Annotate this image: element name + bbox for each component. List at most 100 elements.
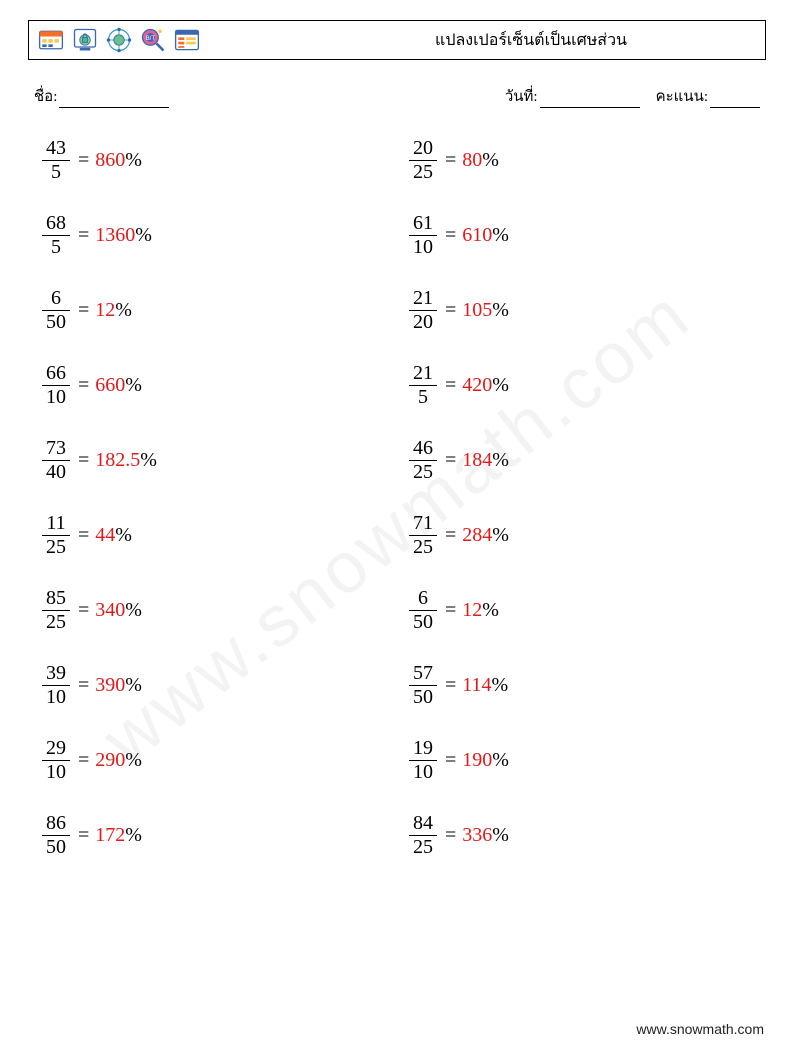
equals-sign: = xyxy=(78,374,89,397)
answer-value: 284 xyxy=(462,524,492,547)
svg-text:B/T: B/T xyxy=(146,35,156,42)
lens-icon: B/T xyxy=(139,26,167,54)
problem: 650=12% xyxy=(409,588,766,633)
equals-sign: = xyxy=(78,299,89,322)
percent-sign: % xyxy=(492,299,509,322)
numerator: 6 xyxy=(418,588,428,609)
fraction: 650 xyxy=(42,288,70,333)
header-bar: B/T แปลงเปอร์เซ็นต์เป็นเศษส่วน xyxy=(28,20,766,60)
problem: 5750=114% xyxy=(409,663,766,708)
equals-sign: = xyxy=(78,224,89,247)
numerator: 39 xyxy=(46,663,66,684)
denominator: 5 xyxy=(51,162,61,183)
percent-sign: % xyxy=(125,374,142,397)
denominator: 50 xyxy=(46,312,66,333)
equals-sign: = xyxy=(78,599,89,622)
fraction: 2910 xyxy=(42,738,70,783)
problem: 8525=340% xyxy=(42,588,399,633)
equals-sign: = xyxy=(445,374,456,397)
numerator: 84 xyxy=(413,813,433,834)
answer-value: 420 xyxy=(462,374,492,397)
percent-sign: % xyxy=(492,824,509,847)
problem: 6110=610% xyxy=(409,213,766,258)
fraction: 650 xyxy=(409,588,437,633)
numerator: 86 xyxy=(46,813,66,834)
answer-value: 12 xyxy=(462,599,482,622)
problem: 8425=336% xyxy=(409,813,766,858)
fraction: 3910 xyxy=(42,663,70,708)
denominator: 25 xyxy=(413,162,433,183)
numerator: 66 xyxy=(46,363,66,384)
fraction: 5750 xyxy=(409,663,437,708)
equals-sign: = xyxy=(78,824,89,847)
answer-value: 660 xyxy=(95,374,125,397)
equals-sign: = xyxy=(445,824,456,847)
denominator: 25 xyxy=(46,612,66,633)
answer-value: 390 xyxy=(95,674,125,697)
equals-sign: = xyxy=(78,449,89,472)
fraction: 8425 xyxy=(409,813,437,858)
numerator: 43 xyxy=(46,138,66,159)
table-icon xyxy=(173,26,201,54)
info-row: ชื่อ: วันที่: คะแนน: xyxy=(28,84,766,108)
problem: 650=12% xyxy=(42,288,399,333)
equals-sign: = xyxy=(445,449,456,472)
denominator: 50 xyxy=(46,837,66,858)
equals-sign: = xyxy=(445,749,456,772)
fraction: 4625 xyxy=(409,438,437,483)
name-field: ชื่อ: xyxy=(34,84,169,108)
fraction: 6110 xyxy=(409,213,437,258)
fraction: 2120 xyxy=(409,288,437,333)
answer-value: 190 xyxy=(462,749,492,772)
problem: 3910 = 390% xyxy=(42,663,399,708)
answer-value: 80 xyxy=(462,149,482,172)
denominator: 50 xyxy=(413,687,433,708)
equals-sign: = xyxy=(78,749,89,772)
problem: 8650=172% xyxy=(42,813,399,858)
score-label: คะแนน: xyxy=(656,84,708,108)
percent-sign: % xyxy=(125,674,142,697)
fraction: 7340 xyxy=(42,438,70,483)
percent-sign: % xyxy=(492,224,509,247)
percent-sign: % xyxy=(125,824,142,847)
fraction: 8650 xyxy=(42,813,70,858)
header-icons: B/T xyxy=(37,26,201,54)
percent-sign: % xyxy=(492,524,509,547)
problem: 4625=184% xyxy=(409,438,766,483)
equals-sign: = xyxy=(445,524,456,547)
answer-value: 44 xyxy=(95,524,115,547)
numerator: 29 xyxy=(46,738,66,759)
fraction: 685 xyxy=(42,213,70,258)
denominator: 10 xyxy=(46,387,66,408)
percent-sign: % xyxy=(125,749,142,772)
fraction: 6610 xyxy=(42,363,70,408)
fraction: 435 xyxy=(42,138,70,183)
equals-sign: = xyxy=(445,224,456,247)
numerator: 85 xyxy=(46,588,66,609)
numerator: 11 xyxy=(46,513,65,534)
name-underline xyxy=(59,93,169,108)
problem: 685=1360% xyxy=(42,213,399,258)
numerator: 68 xyxy=(46,213,66,234)
problem: 7125 = 284% xyxy=(409,513,766,558)
problem: 2120=105% xyxy=(409,288,766,333)
percent-sign: % xyxy=(492,749,509,772)
answer-value: 182.5 xyxy=(95,449,140,472)
fraction: 7125 xyxy=(409,513,437,558)
equals-sign: = xyxy=(78,149,89,172)
numerator: 21 xyxy=(413,363,433,384)
equals-sign: = xyxy=(78,674,89,697)
numerator: 73 xyxy=(46,438,66,459)
answer-value: 340 xyxy=(95,599,125,622)
globe-net-icon xyxy=(105,26,133,54)
percent-sign: % xyxy=(482,599,499,622)
denominator: 50 xyxy=(413,612,433,633)
numerator: 6 xyxy=(51,288,61,309)
numerator: 61 xyxy=(413,213,433,234)
numerator: 20 xyxy=(413,138,433,159)
worksheet-title: แปลงเปอร์เซ็นต์เป็นเศษส่วน xyxy=(435,28,757,53)
denominator: 25 xyxy=(413,537,433,558)
answer-value: 290 xyxy=(95,749,125,772)
name-label: ชื่อ: xyxy=(34,84,57,108)
equals-sign: = xyxy=(445,299,456,322)
